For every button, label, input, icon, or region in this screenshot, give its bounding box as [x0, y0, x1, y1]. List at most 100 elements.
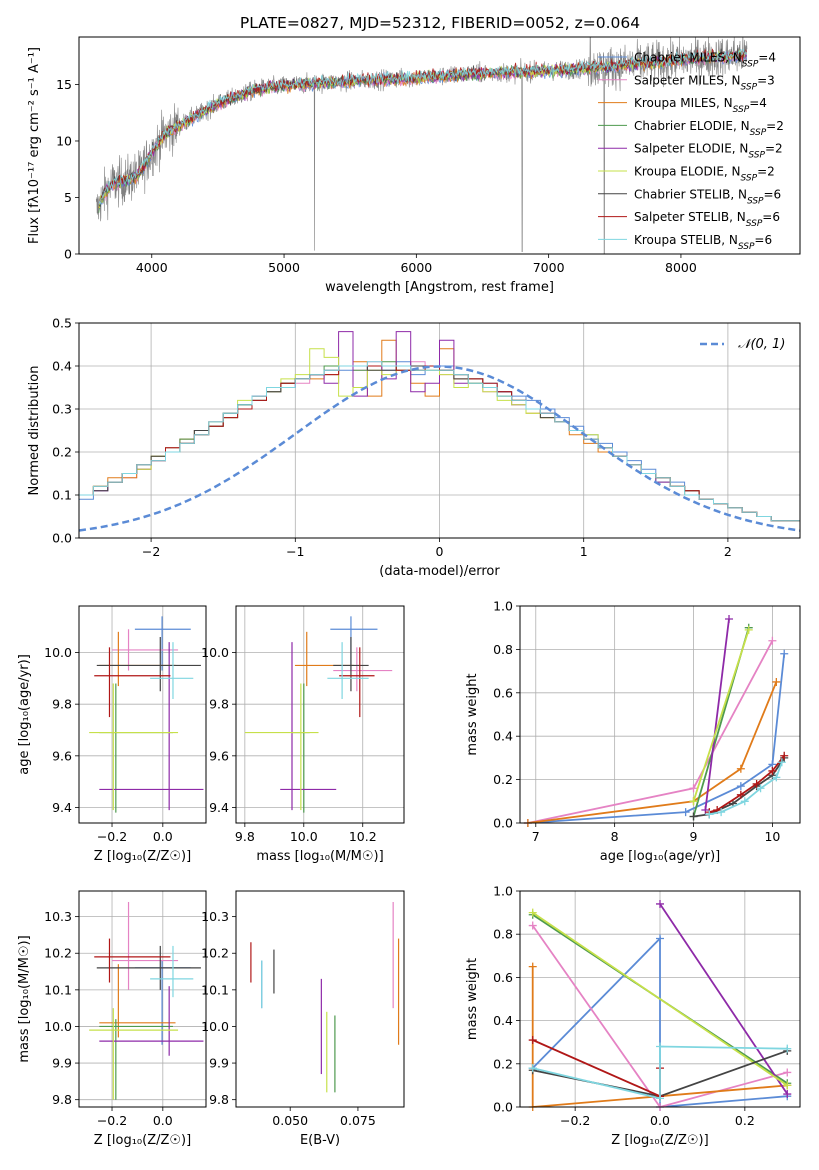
y-tick-label: 9.8	[52, 697, 72, 712]
legend-entry: Salpeter ELODIE, NSSP=2	[634, 142, 783, 161]
weight-marker	[783, 1090, 792, 1099]
y-tick-label: 9.6	[209, 748, 229, 763]
y-tick-label: 0.2	[493, 1056, 513, 1071]
x-tick-label: −2	[142, 544, 160, 559]
panel-3: 9.8 10.0 10.2 9.4 9.6 9.8 10.0 mass [log₁₀(M/M☉…	[201, 605, 405, 864]
weight-marker	[752, 779, 761, 788]
weight-marker	[681, 808, 690, 817]
weight-marker	[528, 908, 537, 917]
y-tick-label: 0.2	[493, 772, 513, 787]
y-tick-label: 15	[56, 77, 72, 92]
panel-5: −0.2 0.0 9.8 9.9 10.0 10.1 10.2 10.3 Z [log₁₀(Z/…	[17, 890, 207, 1148]
y-tick-label: 0.4	[52, 359, 72, 374]
legend-entry: Chabrier STELIB, NSSP=6	[634, 187, 781, 206]
x-tick-label: 10	[764, 829, 780, 844]
weight-marker	[656, 1094, 664, 1103]
weight-marker	[705, 810, 714, 819]
y-tick-label: 10.2	[44, 946, 72, 961]
x-tick-label: 6000	[400, 260, 432, 275]
weight-line	[532, 1039, 661, 1098]
x-tick-label: 0.0	[153, 829, 173, 844]
x-axis-label: (data-model)/error	[379, 564, 500, 579]
weight-line	[527, 681, 778, 823]
y-tick-label: 9.4	[209, 800, 229, 815]
y-tick-label: 10.0	[44, 645, 72, 660]
histogram-step-line	[79, 361, 800, 526]
weight-marker	[656, 934, 664, 943]
panel-2: −0.2 0.0 9.4 9.6 9.8 10.0 Z [log₁₀(Z/Z☉)] age […	[17, 605, 207, 864]
y-axis-label: Normed distribution	[27, 366, 42, 496]
histogram-step-line	[79, 339, 800, 526]
y-tick-label: 0.6	[493, 685, 513, 700]
weight-marker	[744, 625, 753, 634]
weight-marker	[528, 962, 537, 971]
weight-line	[532, 936, 788, 1107]
y-tick-label: 10.2	[201, 946, 229, 961]
normal-curve	[79, 365, 800, 532]
axes-frame	[519, 890, 801, 1108]
panel-1: −2 −1 0 1 2 0.0 0.1 0.2 0.3 0.4 0.5 (data-model)/er…	[27, 316, 801, 579]
x-tick-label: −1	[286, 544, 304, 559]
weight-line	[709, 761, 783, 816]
weight-line	[527, 653, 786, 823]
axes-frame	[235, 890, 405, 1108]
legend-entry: Salpeter STELIB, NSSP=6	[634, 210, 780, 229]
y-tick-label: 0.3	[52, 402, 72, 417]
y-axis-label: mass weight	[465, 673, 480, 755]
y-tick-label: 9.8	[52, 1092, 72, 1107]
y-tick-label: 10.0	[201, 645, 229, 660]
x-tick-label: 9.8	[235, 829, 255, 844]
y-tick-label: 10.1	[201, 982, 229, 997]
x-axis-label: age [log₁₀(age/yr)]	[600, 849, 721, 864]
weight-marker	[736, 782, 745, 791]
x-tick-label: 0.2	[735, 1113, 755, 1128]
x-tick-label: 7000	[533, 260, 565, 275]
weight-marker	[528, 1064, 537, 1073]
histogram-step-line	[79, 365, 800, 526]
histogram-step-line	[79, 361, 800, 526]
x-tick-label: 7	[532, 829, 540, 844]
weight-line	[532, 1045, 788, 1100]
y-tick-label: 5	[64, 190, 72, 205]
weight-marker	[780, 751, 789, 760]
y-tick-label: 10.0	[201, 1019, 229, 1034]
x-tick-label: 1	[580, 544, 588, 559]
axes-frame	[78, 36, 801, 255]
y-tick-label: 9.8	[209, 697, 229, 712]
y-tick-label: 0	[64, 247, 72, 262]
y-tick-label: 0.2	[52, 445, 72, 460]
x-axis-label: E(B-V)	[300, 1133, 340, 1148]
y-tick-label: 9.9	[209, 1056, 229, 1071]
x-tick-label: 8	[611, 829, 619, 844]
y-tick-label: 0.0	[493, 816, 513, 831]
x-tick-label: 5000	[268, 260, 300, 275]
weight-line	[692, 629, 750, 802]
x-axis-label: Z [log₁₀(Z/Z☉)]	[94, 1133, 191, 1148]
weight-line	[532, 911, 788, 1087]
y-tick-label: 10.3	[44, 909, 72, 924]
panel-7: −0.2 0.0 0.2 0.0 0.2 0.4 0.6 0.8 1.0 Z [log₁₀(Z/Z…	[465, 884, 801, 1148]
legend-entry: 𝒩(0, 1)	[738, 337, 785, 352]
axes-frame	[78, 322, 801, 539]
y-tick-label: 0.5	[52, 316, 72, 331]
y-tick-label: 9.9	[52, 1056, 72, 1071]
y-tick-label: 0.8	[493, 642, 513, 657]
x-axis-label: wavelength [Angstrom, rest frame]	[325, 280, 554, 295]
weight-marker	[780, 649, 789, 658]
x-axis-label: Z [log₁₀(Z/Z☉)]	[611, 1133, 708, 1148]
weight-marker	[736, 790, 745, 799]
x-tick-label: 0.0	[153, 1113, 173, 1128]
weight-marker	[740, 797, 749, 806]
weight-marker	[656, 899, 664, 908]
y-tick-label: 0.4	[493, 729, 513, 744]
y-tick-label: 9.6	[52, 748, 72, 763]
weight-marker	[756, 784, 765, 793]
weight-marker	[777, 758, 786, 767]
y-tick-label: 0.0	[493, 1100, 513, 1115]
x-tick-label: 0.0	[650, 1113, 670, 1128]
histogram-step-line	[79, 348, 800, 526]
x-tick-label: 10.2	[349, 829, 377, 844]
legend-entry: Kroupa ELODIE, NSSP=2	[634, 165, 775, 184]
axes-frame	[78, 605, 207, 824]
